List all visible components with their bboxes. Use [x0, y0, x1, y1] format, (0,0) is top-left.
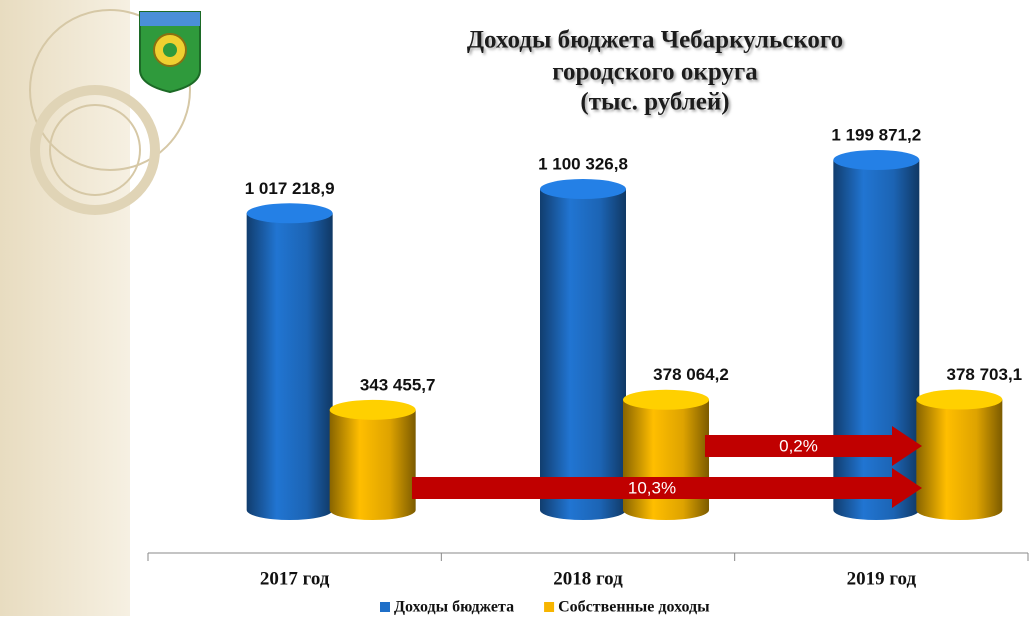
annotation: 10,3% [628, 478, 676, 497]
x-tick-label: 2018 год [553, 568, 623, 589]
chart-title: (тыс. рублей) [580, 89, 729, 116]
cylinder-top [540, 179, 626, 200]
cylinder-top [916, 389, 1003, 410]
legend-swatch [544, 602, 555, 612]
logo [139, 11, 201, 94]
cylinder-top [329, 399, 416, 420]
x-tick-label: 2019 год [847, 568, 917, 589]
cylinder [833, 160, 920, 520]
cylinder [246, 213, 333, 521]
cylinder-top [833, 150, 920, 170]
chart-title: Доходы бюджета Чебаркульского [467, 27, 843, 54]
cylinder [540, 189, 626, 520]
cylinder-top [623, 389, 709, 410]
value-label: 1 017 218,9 [245, 179, 335, 198]
value-label: 378 064,2 [653, 365, 729, 384]
value-label: 343 455,7 [360, 375, 436, 394]
legend-swatch [380, 602, 390, 612]
arrow [705, 426, 922, 466]
cylinder [329, 409, 416, 520]
cylinder [916, 399, 1003, 520]
cylinder [623, 399, 709, 520]
value-label: 378 703,1 [947, 365, 1023, 384]
x-tick-label: 2017 год [260, 568, 330, 589]
chart-title: городского округа [552, 59, 758, 86]
legend-label: Доходы бюджета [394, 599, 514, 616]
legend-label: Собственные доходы [558, 599, 710, 616]
value-label: 1 199 871,2 [831, 125, 921, 144]
cylinder-top [246, 203, 333, 224]
value-label: 1 100 326,8 [538, 155, 628, 174]
arrow [412, 468, 922, 508]
annotation: 0,2% [779, 436, 818, 455]
decor-circles [29, 9, 191, 215]
